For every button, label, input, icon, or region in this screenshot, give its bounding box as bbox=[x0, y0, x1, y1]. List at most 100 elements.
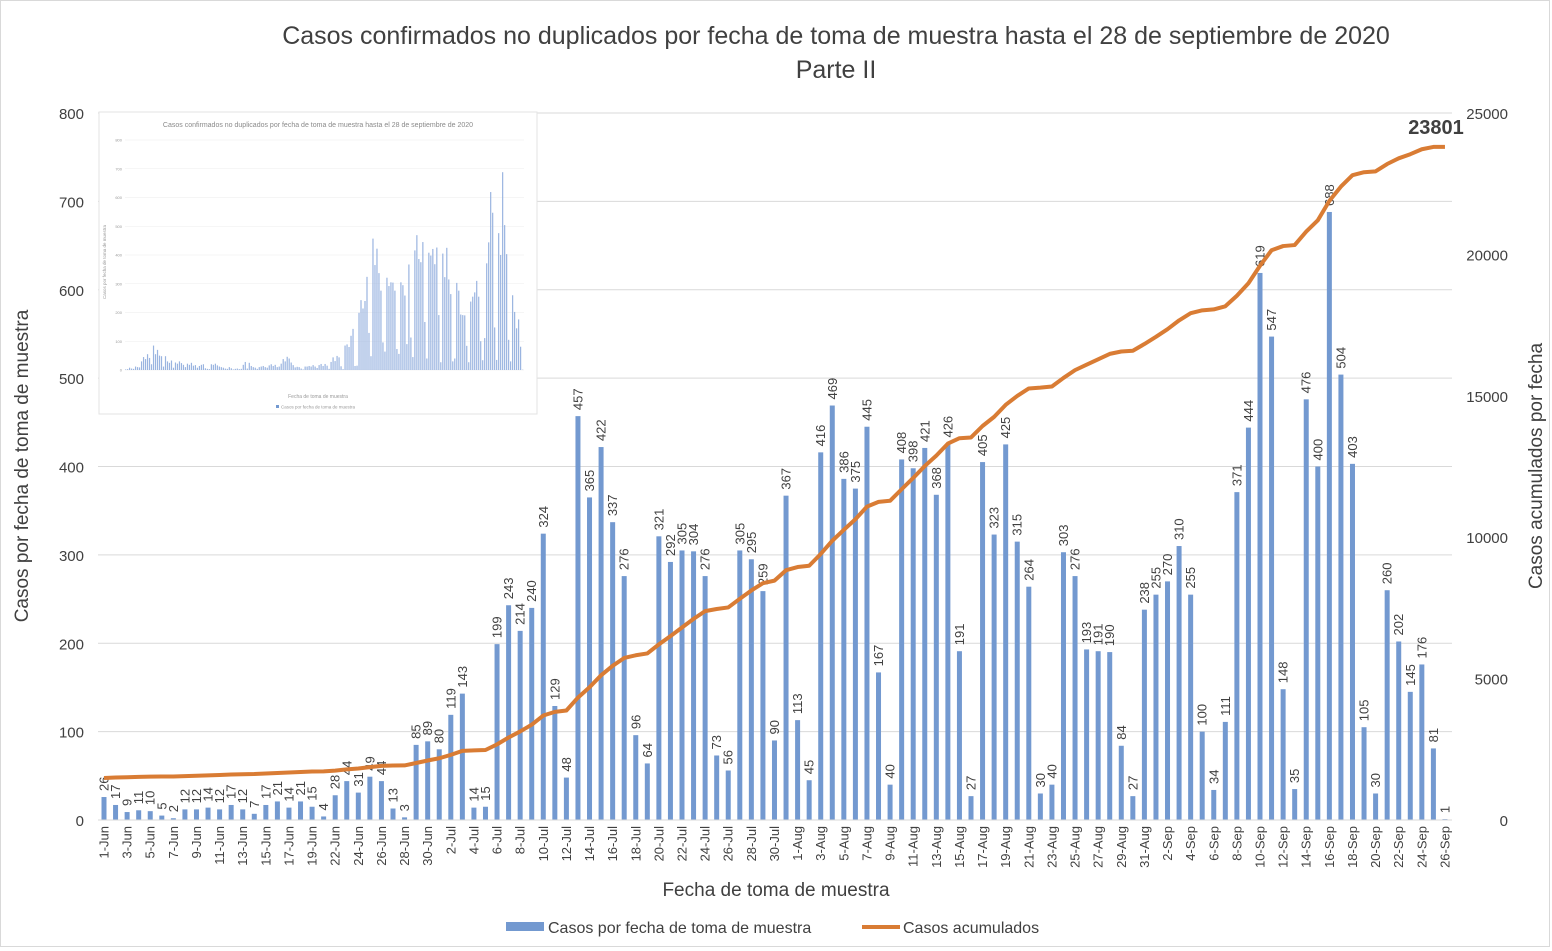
inset-bar bbox=[200, 364, 203, 370]
bar bbox=[1049, 784, 1055, 820]
bar bbox=[748, 559, 754, 820]
y-left-tick-label: 200 bbox=[59, 636, 84, 653]
x-tick-label: 25-Aug bbox=[1068, 826, 1083, 868]
inset-bar bbox=[340, 366, 342, 370]
inset-bar bbox=[196, 367, 199, 370]
bar-data-label: 176 bbox=[1414, 637, 1429, 659]
bar-data-label: 145 bbox=[1403, 664, 1418, 686]
x-tick-label: 4-Sep bbox=[1183, 826, 1198, 861]
x-tick-label: 17-Jun bbox=[281, 826, 296, 866]
inset-bar bbox=[216, 365, 218, 370]
bar-data-label: 30 bbox=[1033, 773, 1048, 787]
right-axis-title: Casos acumulados por fecha bbox=[1526, 343, 1547, 590]
inset-bar bbox=[410, 337, 412, 370]
bar bbox=[1257, 272, 1263, 820]
bar-data-label: 191 bbox=[952, 624, 967, 646]
bar-data-label: 416 bbox=[813, 425, 828, 447]
inset-bar bbox=[152, 345, 155, 370]
inset-bar bbox=[174, 362, 177, 370]
chart-subtitle: Parte II bbox=[796, 56, 877, 84]
legend-bar-label: Casos por fecha de toma de muestra bbox=[548, 920, 811, 937]
bar bbox=[159, 815, 165, 820]
inset-bar bbox=[218, 366, 220, 370]
inset-bar bbox=[516, 328, 518, 370]
bar bbox=[679, 550, 685, 820]
inset-bar bbox=[430, 255, 432, 370]
x-tick-label: 26-Sep bbox=[1437, 826, 1452, 868]
bar bbox=[1384, 590, 1390, 820]
inset-y-tick: 600 bbox=[115, 195, 122, 200]
bar-data-label: 100 bbox=[1195, 704, 1210, 726]
inset-bar bbox=[470, 301, 472, 370]
inset-bar bbox=[246, 368, 248, 370]
x-tick-label: 9-Jun bbox=[189, 826, 204, 859]
cumulative-line bbox=[103, 144, 1445, 780]
inset-bar bbox=[350, 335, 352, 370]
bar-data-label: 3 bbox=[397, 804, 412, 811]
inset-bar bbox=[384, 351, 386, 370]
x-tick-label: 3-Jun bbox=[120, 826, 135, 859]
x-tick-label: 7-Aug bbox=[859, 826, 874, 861]
inset-bar bbox=[278, 366, 280, 370]
bar-data-label: 5 bbox=[154, 802, 169, 809]
bar-data-label: 214 bbox=[513, 603, 528, 625]
inset-bar bbox=[256, 368, 258, 370]
bar bbox=[633, 735, 639, 820]
inset-bar bbox=[266, 367, 268, 370]
inset-bar bbox=[262, 365, 264, 370]
bar-data-label: 264 bbox=[1021, 559, 1036, 581]
bar-data-label: 27 bbox=[964, 776, 979, 790]
bar bbox=[980, 462, 986, 820]
inset-bar bbox=[372, 238, 374, 370]
bar-data-label: 40 bbox=[883, 764, 898, 778]
bar bbox=[1303, 399, 1309, 820]
inset-bar bbox=[444, 277, 446, 370]
inset-bar bbox=[414, 250, 416, 370]
inset-bar bbox=[194, 365, 197, 370]
x-tick-label: 15-Jun bbox=[258, 826, 273, 866]
inset-bar bbox=[314, 366, 316, 370]
bar bbox=[413, 744, 419, 820]
inset-bar bbox=[458, 290, 460, 370]
inset-bar bbox=[230, 368, 232, 370]
bar-data-label: 48 bbox=[559, 757, 574, 771]
inset-bar bbox=[454, 358, 456, 370]
inset-bar bbox=[294, 367, 296, 370]
inset-bar bbox=[416, 235, 418, 370]
bar bbox=[829, 405, 835, 820]
inset-bar bbox=[334, 361, 336, 370]
bar-data-label: 90 bbox=[767, 720, 782, 734]
inset-bar bbox=[390, 282, 392, 370]
inset-bar bbox=[128, 367, 131, 370]
bar bbox=[274, 801, 280, 820]
bar-data-label: 56 bbox=[721, 750, 736, 764]
inset-bar bbox=[160, 356, 163, 370]
inset-bar bbox=[378, 273, 380, 370]
bar bbox=[968, 796, 974, 820]
x-tick-label: 10-Jul bbox=[536, 826, 551, 862]
bar bbox=[876, 672, 882, 820]
inset-bar bbox=[214, 363, 216, 370]
inset-bar bbox=[290, 362, 292, 370]
inset-bar bbox=[508, 339, 510, 370]
right-axis-ticks: 0 5000 10000 15000 20000 25000 bbox=[1466, 106, 1508, 830]
inset-bar bbox=[480, 341, 482, 370]
x-tick-label: 2-Sep bbox=[1160, 826, 1175, 861]
inset-bar bbox=[328, 368, 330, 370]
bar bbox=[1199, 731, 1205, 820]
bar bbox=[1315, 466, 1321, 820]
bar-data-label: 321 bbox=[651, 509, 666, 531]
bar-data-label: 292 bbox=[663, 534, 678, 556]
bar bbox=[1430, 748, 1436, 820]
inset-bar bbox=[402, 285, 404, 370]
bar-data-label: 73 bbox=[709, 735, 724, 749]
bar-data-label: 367 bbox=[779, 468, 794, 490]
inset-bar bbox=[132, 368, 135, 370]
inset-bar bbox=[254, 367, 256, 370]
inset-bar bbox=[424, 321, 426, 370]
inset-y-tick: 400 bbox=[115, 253, 122, 258]
inset-bar bbox=[432, 248, 434, 370]
inset-title: Casos confirmados no duplicados por fech… bbox=[163, 122, 473, 129]
bar-data-label: 85 bbox=[409, 724, 424, 738]
inset-bar bbox=[274, 364, 276, 370]
